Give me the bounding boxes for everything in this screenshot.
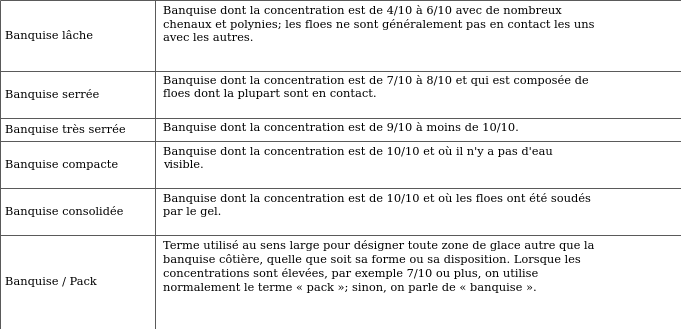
Text: Banquise dont la concentration est de 10/10 et où il n'y a pas d'eau: Banquise dont la concentration est de 10…	[163, 146, 553, 157]
Text: Banquise dont la concentration est de 9/10 à moins de 10/10.: Banquise dont la concentration est de 9/…	[163, 122, 520, 133]
Text: concentrations sont élevées, par exemple 7/10 ou plus, on utilise: concentrations sont élevées, par exemple…	[163, 268, 539, 279]
Text: Banquise dont la concentration est de 4/10 à 6/10 avec de nombreux: Banquise dont la concentration est de 4/…	[163, 5, 562, 15]
Text: Terme utilisé au sens large pour désigner toute zone de glace autre que la: Terme utilisé au sens large pour désigne…	[163, 240, 595, 251]
Text: normalement le terme « pack »; sinon, on parle de « banquise ».: normalement le terme « pack »; sinon, on…	[163, 283, 537, 292]
Text: Banquise très serrée: Banquise très serrée	[5, 124, 126, 135]
Text: Banquise compacte: Banquise compacte	[5, 160, 118, 169]
Text: Banquise dont la concentration est de 10/10 et où les floes ont été soudés: Banquise dont la concentration est de 10…	[163, 192, 591, 204]
Text: par le gel.: par le gel.	[163, 207, 222, 217]
Text: visible.: visible.	[163, 160, 204, 170]
Text: Banquise serrée: Banquise serrée	[5, 89, 99, 99]
Text: Banquise / Pack: Banquise / Pack	[5, 277, 97, 287]
Text: Banquise dont la concentration est de 7/10 à 8/10 et qui est composée de: Banquise dont la concentration est de 7/…	[163, 75, 589, 86]
Text: floes dont la plupart sont en contact.: floes dont la plupart sont en contact.	[163, 89, 377, 99]
Text: banquise côtière, quelle que soit sa forme ou sa disposition. Lorsque les: banquise côtière, quelle que soit sa for…	[163, 254, 581, 265]
Text: avec les autres.: avec les autres.	[163, 33, 254, 43]
Text: chenaux et polynies; les floes ne sont généralement pas en contact les uns: chenaux et polynies; les floes ne sont g…	[163, 19, 595, 30]
Text: Banquise consolidée: Banquise consolidée	[5, 206, 124, 217]
Text: Banquise lâche: Banquise lâche	[5, 30, 93, 41]
